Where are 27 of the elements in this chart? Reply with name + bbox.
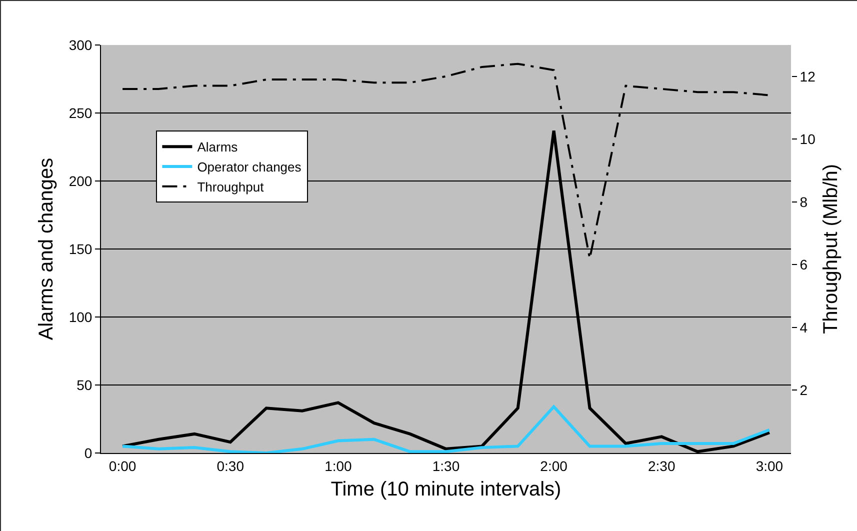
x-tick-label: 2:30: [648, 458, 676, 474]
y-tick-label: 100: [68, 308, 92, 325]
y2-tick-label: 8: [800, 194, 808, 210]
legend-label: Operator changes: [197, 160, 302, 175]
y-tick-label: 300: [68, 36, 92, 53]
legend-label: Throughput: [197, 180, 264, 194]
x-tick-label: 1:00: [324, 458, 352, 474]
y-tick-label: 150: [68, 240, 92, 257]
x-tick-label: 3:00: [756, 458, 784, 474]
y-tick-label: 250: [68, 104, 92, 121]
y-tick-label: 0: [84, 444, 92, 461]
y2-tick-label: 12: [800, 68, 816, 84]
x-tick-label: 2:00: [540, 458, 568, 474]
y2-tick-label: 2: [800, 382, 808, 398]
legend-label: Alarms: [197, 140, 238, 155]
y-tick-label: 200: [68, 172, 92, 189]
y-axis-title: Alarms and changes: [35, 158, 58, 340]
x-tick-label: 1:30: [432, 458, 460, 474]
y2-tick-label: 4: [800, 319, 808, 336]
x-tick-label: 0:00: [108, 458, 136, 474]
y-tick-label: 50: [76, 376, 92, 393]
line-series: [121, 405, 771, 453]
x-tick-label: 0:30: [216, 458, 244, 474]
y2-axis-title: Throughput (Mlb/h): [820, 164, 842, 334]
y2-tick-label: 10: [800, 131, 816, 148]
y2-tick-label: 6: [800, 256, 808, 273]
x-axis-title: Time (10 minute intervals): [330, 478, 562, 500]
